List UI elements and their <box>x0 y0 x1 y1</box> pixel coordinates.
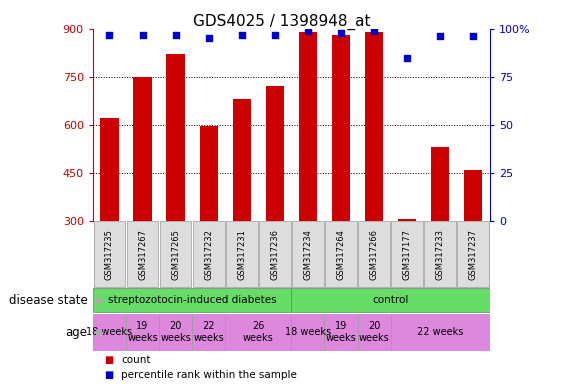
Text: ▶: ▶ <box>96 295 104 306</box>
Text: 18 weeks: 18 weeks <box>86 327 132 337</box>
Bar <box>93 314 126 351</box>
Bar <box>133 77 151 221</box>
Bar <box>325 222 357 287</box>
Bar <box>192 314 225 351</box>
Text: 19
weeks: 19 weeks <box>325 321 356 343</box>
Text: GDS4025 / 1398948_at: GDS4025 / 1398948_at <box>193 13 370 30</box>
Text: 22
weeks: 22 weeks <box>193 321 224 343</box>
Text: 20
weeks: 20 weeks <box>359 321 390 343</box>
Text: 20
weeks: 20 weeks <box>160 321 191 343</box>
Bar <box>100 118 119 221</box>
Bar <box>358 314 391 351</box>
Bar <box>259 222 291 287</box>
Bar <box>233 99 251 221</box>
Bar <box>167 55 185 221</box>
Point <box>337 30 346 36</box>
Point <box>237 31 246 38</box>
Text: GSM317237: GSM317237 <box>469 229 478 280</box>
Text: GSM317236: GSM317236 <box>270 229 279 280</box>
Point <box>369 28 378 34</box>
Bar <box>391 222 423 287</box>
Bar <box>225 314 292 351</box>
Text: GSM317234: GSM317234 <box>303 229 312 280</box>
Text: GSM317233: GSM317233 <box>436 229 445 280</box>
Point <box>105 31 114 38</box>
Text: GSM317232: GSM317232 <box>204 229 213 280</box>
Text: GSM317264: GSM317264 <box>337 229 346 280</box>
Point <box>204 35 213 41</box>
Text: ▶: ▶ <box>96 327 104 337</box>
Text: GSM317235: GSM317235 <box>105 229 114 280</box>
Bar <box>457 222 489 287</box>
Bar <box>199 126 218 221</box>
Bar <box>93 222 126 287</box>
Bar <box>358 222 390 287</box>
Bar <box>431 147 449 221</box>
Point <box>138 31 147 38</box>
Point <box>171 31 180 38</box>
Text: ■: ■ <box>104 370 113 380</box>
Text: GSM317177: GSM317177 <box>403 229 412 280</box>
Bar <box>299 32 317 221</box>
Bar <box>464 170 482 221</box>
Bar <box>292 314 324 351</box>
Bar <box>127 222 158 287</box>
Bar <box>365 32 383 221</box>
Bar <box>160 222 191 287</box>
Text: disease state: disease state <box>8 294 87 307</box>
Bar <box>425 222 456 287</box>
Point <box>403 55 412 61</box>
Bar <box>226 222 258 287</box>
Bar <box>266 86 284 221</box>
Text: percentile rank within the sample: percentile rank within the sample <box>121 370 297 380</box>
Text: 18 weeks: 18 weeks <box>285 327 331 337</box>
Text: count: count <box>121 356 150 366</box>
Text: GSM317266: GSM317266 <box>369 229 378 280</box>
Bar <box>292 288 490 313</box>
Bar <box>93 288 292 313</box>
Bar <box>159 314 192 351</box>
Text: 26
weeks: 26 weeks <box>243 321 274 343</box>
Text: GSM317267: GSM317267 <box>138 229 147 280</box>
Point <box>270 31 279 38</box>
Bar <box>398 219 416 221</box>
Text: age: age <box>65 326 87 339</box>
Bar <box>126 314 159 351</box>
Text: ■: ■ <box>104 356 113 366</box>
Bar <box>332 35 350 221</box>
Point <box>469 33 478 40</box>
Point <box>303 28 312 34</box>
Text: control: control <box>372 295 409 306</box>
Point <box>436 33 445 40</box>
Text: 19
weeks: 19 weeks <box>127 321 158 343</box>
Bar <box>324 314 358 351</box>
Text: 22 weeks: 22 weeks <box>417 327 463 337</box>
Text: streptozotocin-induced diabetes: streptozotocin-induced diabetes <box>108 295 276 306</box>
Text: GSM317265: GSM317265 <box>171 229 180 280</box>
Text: GSM317231: GSM317231 <box>237 229 246 280</box>
Bar <box>193 222 225 287</box>
Bar <box>391 314 490 351</box>
Bar <box>292 222 324 287</box>
